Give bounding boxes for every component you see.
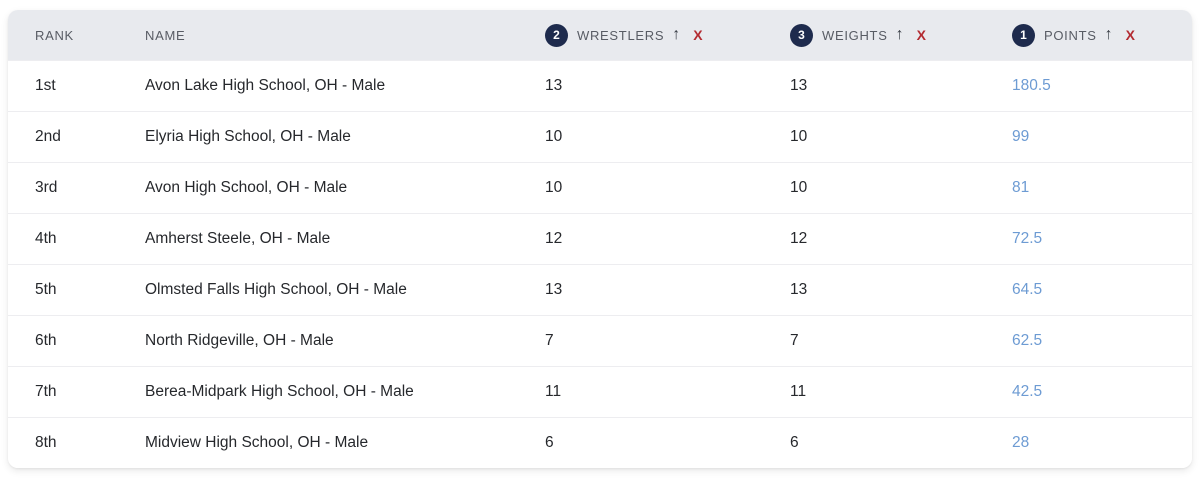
team-name-cell: Berea-Midpark High School, OH - Male [145,383,414,400]
column-header-rank[interactable]: RANK [35,28,145,43]
table-header: RANK NAME 2 WRESTLERS ↑ X 3 WEIGHTS ↑ X … [8,10,1192,60]
sort-ascending-icon[interactable]: ↑ [1104,26,1113,43]
points-link[interactable]: 64.5 [1012,281,1043,298]
wrestlers-cell: 7 [545,332,554,349]
points-link[interactable]: 42.5 [1012,383,1043,400]
team-rankings-table: RANK NAME 2 WRESTLERS ↑ X 3 WEIGHTS ↑ X … [8,10,1192,468]
wrestlers-cell: 10 [545,128,563,145]
team-name-cell: Olmsted Falls High School, OH - Male [145,281,407,298]
rank-cell: 8th [35,434,57,451]
column-header-weights[interactable]: 3 WEIGHTS ↑ X [790,23,1012,47]
wrestlers-cell: 6 [545,434,554,451]
team-name-cell: Elyria High School, OH - Male [145,128,351,145]
sort-priority-badge-points: 1 [1012,23,1035,47]
team-name-cell: Avon High School, OH - Male [145,179,348,196]
weights-cell: 13 [790,281,808,298]
points-link[interactable]: 28 [1012,434,1030,451]
points-link[interactable]: 62.5 [1012,332,1043,349]
rank-cell: 1st [35,77,56,94]
sort-ascending-icon[interactable]: ↑ [672,26,681,43]
team-name-cell: Avon Lake High School, OH - Male [145,77,386,94]
sort-ascending-icon[interactable]: ↑ [895,26,904,43]
wrestlers-cell: 10 [545,179,563,196]
team-name-cell: Amherst Steele, OH - Male [145,230,331,247]
column-label-name: NAME [145,27,186,43]
team-name-cell: North Ridgeville, OH - Male [145,332,334,349]
table-row[interactable]: 1st Avon Lake High School, OH - Male 13 … [8,60,1192,111]
table-row[interactable]: 5th Olmsted Falls High School, OH - Male… [8,264,1192,315]
column-label-weights: WEIGHTS [822,27,888,43]
sort-priority-badge-wrestlers: 2 [545,23,568,47]
weights-cell: 10 [790,128,808,145]
points-link[interactable]: 180.5 [1012,77,1051,94]
weights-cell: 10 [790,179,808,196]
table-row[interactable]: 6th North Ridgeville, OH - Male 7 7 62.5 [8,315,1192,366]
weights-cell: 12 [790,230,808,247]
wrestlers-cell: 13 [545,281,563,298]
points-link[interactable]: 72.5 [1012,230,1043,247]
column-header-name[interactable]: NAME [145,28,545,43]
wrestlers-cell: 12 [545,230,563,247]
wrestlers-cell: 11 [545,383,562,400]
table-row[interactable]: 2nd Elyria High School, OH - Male 10 10 … [8,111,1192,162]
weights-cell: 7 [790,332,799,349]
wrestlers-cell: 13 [545,77,563,94]
team-name-cell: Midview High School, OH - Male [145,434,369,451]
rank-cell: 5th [35,281,57,298]
table-row[interactable]: 7th Berea-Midpark High School, OH - Male… [8,366,1192,417]
table-row[interactable]: 4th Amherst Steele, OH - Male 12 12 72.5 [8,213,1192,264]
column-label-points: POINTS [1044,27,1097,43]
remove-sort-icon[interactable]: X [916,27,926,43]
rank-cell: 7th [35,383,57,400]
table-row[interactable]: 8th Midview High School, OH - Male 6 6 2… [8,417,1192,468]
column-label-rank: RANK [35,27,74,43]
table-row[interactable]: 3rd Avon High School, OH - Male 10 10 81 [8,162,1192,213]
points-link[interactable]: 99 [1012,128,1030,145]
rank-cell: 2nd [35,128,61,145]
rank-cell: 4th [35,230,57,247]
rank-cell: 6th [35,332,57,349]
column-label-wrestlers: WRESTLERS [577,27,665,43]
weights-cell: 13 [790,77,808,94]
rank-cell: 3rd [35,179,58,196]
remove-sort-icon[interactable]: X [693,27,703,43]
weights-cell: 11 [790,383,807,400]
column-header-wrestlers[interactable]: 2 WRESTLERS ↑ X [545,23,790,47]
points-link[interactable]: 81 [1012,179,1030,196]
sort-priority-badge-weights: 3 [790,23,813,47]
weights-cell: 6 [790,434,799,451]
remove-sort-icon[interactable]: X [1125,27,1135,43]
column-header-points[interactable]: 1 POINTS ↑ X [1012,23,1165,47]
